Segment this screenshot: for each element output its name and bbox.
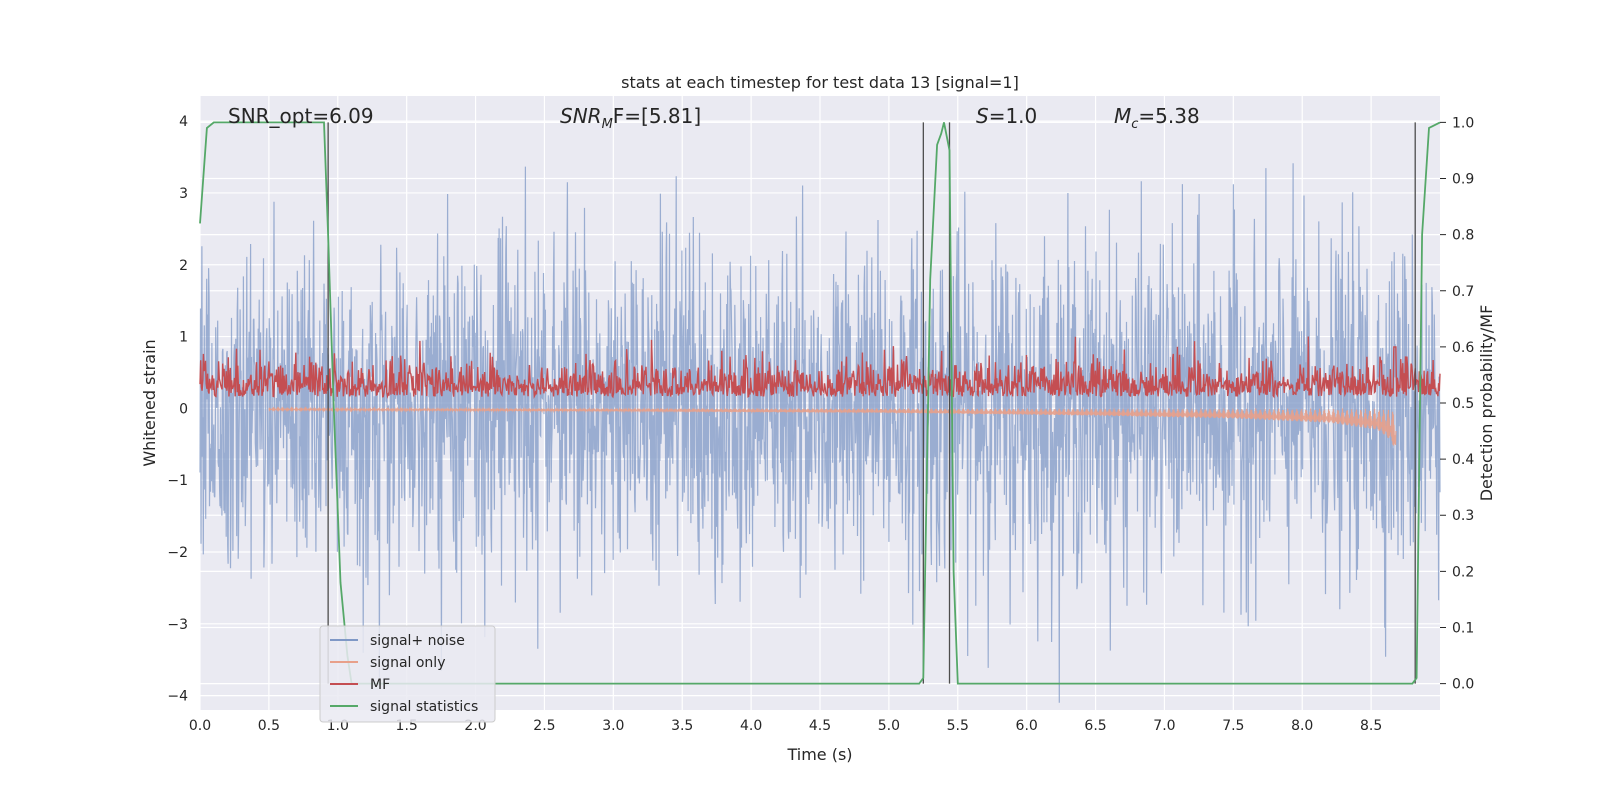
x-tick-label: 0.0 [189,718,211,734]
mf-line [199,336,1441,399]
mf-series [199,336,1441,399]
legend: signal+ noise signal only MF signal stat… [319,625,496,723]
y2-tick-label: 1.0 [1452,115,1474,131]
y-tick-label: 2 [179,258,188,274]
x-tick-label: 3.5 [671,718,693,734]
y-tick-label: 4 [179,114,188,130]
x-tick-label: 7.0 [1153,718,1175,734]
y2-tick-label: 0.4 [1452,452,1474,468]
y-tick-label: 3 [179,186,188,202]
legend-label-mf: MF [370,677,390,693]
x-tick-label: 7.5 [1222,718,1244,734]
y-tick-label: −1 [167,473,188,489]
chart-title: stats at each timestep for test data 13 … [621,73,1019,92]
x-tick-label: 6.5 [1084,718,1106,734]
legend-label-signal: signal only [370,655,445,671]
y2-tick-label: 0.3 [1452,508,1474,524]
y-tick-label: −2 [167,545,188,561]
y2-tick-label: 0.1 [1452,620,1474,636]
x-tick-label: 5.0 [878,718,900,734]
x-tick-label: 2.5 [533,718,555,734]
annotation-snr-opt: SNR_opt=6.09 [228,104,374,128]
y-tick-label: 0 [179,401,188,417]
y2-tick-label: 0.9 [1452,172,1474,188]
y-axis-label: Whitened strain [140,339,159,466]
y2-tick-label: 0.8 [1452,228,1474,244]
legend-label-stats: signal statistics [370,699,478,715]
y2-tick-label: 0.7 [1452,284,1474,300]
y2-axis-label: Detection probability/MF [1477,305,1496,502]
x-tick-label: 8.5 [1360,718,1382,734]
annotation-snr-mf: SNRMF=[5.81] [560,104,701,132]
x-tick-label: 0.5 [258,718,280,734]
y-tick-label: −3 [167,617,188,633]
y2-tick-label: 0.6 [1452,340,1474,356]
x-tick-label: 4.5 [809,718,831,734]
y-tick-label: −4 [167,689,188,705]
y2-tick-label: 0.2 [1452,564,1474,580]
x-tick-label: 3.0 [602,718,624,734]
vertical-markers [327,122,1416,684]
mc-value: =5.38 [1138,104,1199,128]
signal-statistics-series [199,121,1441,685]
y-tick-label: 1 [179,330,188,346]
x-tick-label: 5.5 [947,718,969,734]
snr-mf-subscript: M [602,117,613,132]
y-ticks: 4 3 2 1 0 −1 −2 −3 −4 [167,114,188,705]
x-axis-label: Time (s) [786,745,852,764]
legend-label-noise: signal+ noise [370,633,465,649]
signal-only-line [268,406,1397,446]
y2-tick-label: 0.0 [1452,677,1474,693]
snr-mf-value: F=[5.81] [613,104,701,128]
mc-symbol: M [1114,104,1131,128]
signal-only-series [268,406,1397,446]
y2-tick-label: 0.5 [1452,396,1474,412]
legend-box [319,625,496,723]
x-tick-label: 8.0 [1291,718,1313,734]
signal-statistics-line [199,121,1441,685]
annotation-s: S=1.0 [976,104,1037,128]
s-symbol: S [976,104,989,128]
mc-subscript: c [1131,117,1138,132]
y2-ticks: 1.0 0.9 0.8 0.7 0.6 0.5 0.4 0.3 0.2 0.1 0.0 [1440,115,1474,693]
x-tick-label: 6.0 [1016,718,1038,734]
snr-mf-symbol: SNR [560,104,602,128]
x-tick-label: 4.0 [740,718,762,734]
s-value: =1.0 [989,104,1038,128]
annotation-mc: Mc=5.38 [1114,104,1200,132]
